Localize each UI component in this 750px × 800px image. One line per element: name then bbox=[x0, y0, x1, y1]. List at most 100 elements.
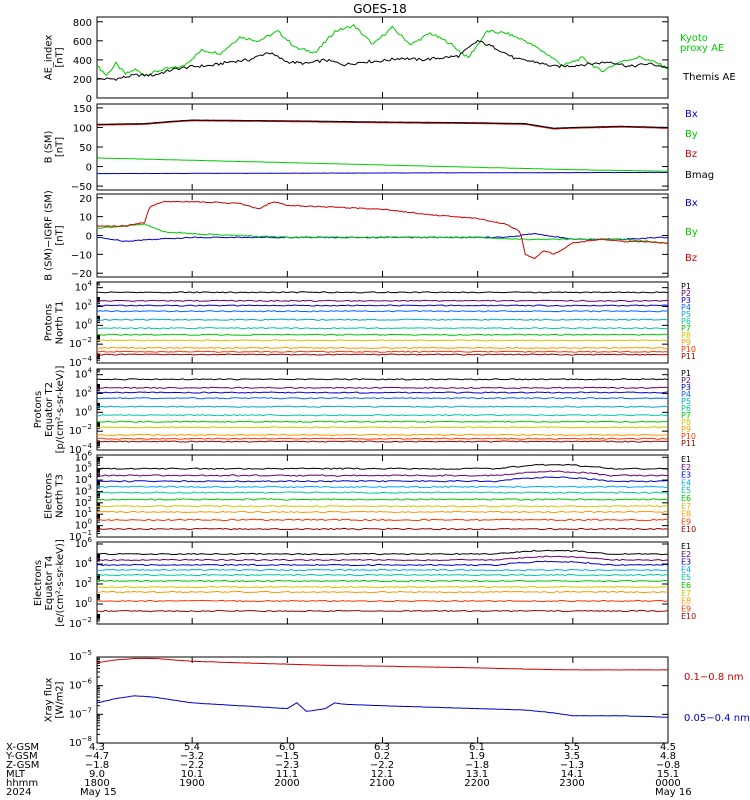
legend-p11: P11 bbox=[681, 352, 696, 361]
y-tick-exponent: 6 bbox=[88, 449, 93, 457]
y-tick-exponent: −4 bbox=[82, 442, 93, 450]
series-line-p8 bbox=[96, 426, 669, 429]
series-line-p5 bbox=[96, 405, 669, 408]
series-line-p10 bbox=[97, 350, 669, 353]
series-line-p3 bbox=[97, 391, 669, 394]
y-axis-label: Electrons bbox=[44, 473, 55, 519]
legend-p1: P1 bbox=[681, 282, 691, 291]
x-axis-value: −1.3 bbox=[560, 760, 584, 771]
x-axis-value: 13.1 bbox=[466, 769, 488, 780]
y-tick-exponent: −6 bbox=[82, 678, 93, 686]
y-axis-label: North T1 bbox=[55, 301, 66, 345]
y-tick-exponent: −5 bbox=[82, 649, 92, 657]
y-tick-exponent: 0 bbox=[88, 404, 92, 412]
legend-p5: P5 bbox=[681, 397, 691, 406]
x-axis-value: May 16 bbox=[655, 787, 692, 798]
y-axis-label: B (SM)−IGRF (SM) bbox=[44, 190, 55, 281]
y-tick-exponent: 3 bbox=[88, 483, 92, 491]
legend-p9: P9 bbox=[681, 338, 691, 347]
y-tick-label: 200 bbox=[73, 75, 92, 86]
y-tick-label: 100 bbox=[75, 404, 92, 418]
legend-p7: P7 bbox=[681, 324, 691, 333]
y-tick-exponent: 2 bbox=[88, 576, 92, 584]
y-tick-exponent: 2 bbox=[88, 385, 92, 393]
panel-bigrf: −20 −10 0 10 20 B (SM)−IGRF (SM) [nT] Bx By Bz bbox=[44, 190, 698, 281]
legend-p8: P8 bbox=[681, 331, 691, 340]
series-line-p4 bbox=[96, 310, 669, 313]
x-axis-value: −1.8 bbox=[465, 760, 489, 771]
x-axis-value: 0.2 bbox=[374, 751, 390, 762]
y-tick-label: 50 bbox=[79, 143, 92, 154]
y-tick-exponent: 2 bbox=[88, 298, 92, 306]
x-axis-value: 9.0 bbox=[89, 769, 105, 780]
series-line-e9 bbox=[96, 518, 669, 522]
y-tick-label: 20 bbox=[79, 194, 92, 205]
series-line-p5 bbox=[96, 318, 669, 321]
y-tick-exponent: 4 bbox=[88, 280, 93, 288]
x-axis-value: 5.4 bbox=[184, 742, 200, 753]
legend-e10: E10 bbox=[681, 525, 696, 534]
series-line-e4 bbox=[96, 485, 669, 489]
series-line-p9 bbox=[96, 433, 669, 437]
legend-bz: Bz bbox=[685, 253, 697, 264]
legend-p3: P3 bbox=[681, 383, 691, 392]
y-axis-label: AE_index bbox=[44, 35, 55, 81]
series-line-p7 bbox=[96, 420, 669, 423]
x-axis-value: 0000 bbox=[655, 778, 680, 789]
y-tick-label: 10 bbox=[79, 213, 92, 224]
panel-frame bbox=[96, 281, 669, 364]
x-axis-value: 12.1 bbox=[371, 769, 393, 780]
legend-themis-ae: Themis AE bbox=[682, 72, 736, 83]
y-tick-label: 100 bbox=[73, 123, 92, 134]
legend-e1: E1 bbox=[681, 542, 691, 551]
x-axis-row-label: X-GSM bbox=[6, 742, 39, 753]
y-tick-exponent: −4 bbox=[82, 355, 93, 363]
legend-e8: E8 bbox=[681, 510, 691, 519]
x-axis-value: −2.2 bbox=[180, 760, 204, 771]
x-axis-value: −2.2 bbox=[370, 760, 394, 771]
legend-p1: P1 bbox=[681, 369, 691, 378]
legend-e5: E5 bbox=[681, 486, 691, 495]
y-tick-exponent: −7 bbox=[82, 706, 92, 714]
x-axis-value: 1800 bbox=[84, 778, 109, 789]
series-line-e1 bbox=[96, 549, 669, 556]
y-tick-exponent: 2 bbox=[88, 495, 92, 503]
legend-by: By bbox=[685, 227, 698, 238]
series-line-p10 bbox=[97, 437, 669, 440]
series-line-e10 bbox=[96, 527, 669, 531]
legend-e3: E3 bbox=[681, 558, 691, 567]
legend-p2: P2 bbox=[681, 376, 691, 385]
x-axis-value: 11.1 bbox=[276, 769, 298, 780]
legend-e10: E10 bbox=[681, 612, 696, 621]
x-axis-value: −3.2 bbox=[180, 751, 204, 762]
x-axis-value: 10.1 bbox=[181, 769, 203, 780]
x-axis-value: −0.8 bbox=[656, 760, 680, 771]
x-axis-value: 2200 bbox=[464, 778, 489, 789]
legend-e8: E8 bbox=[681, 597, 691, 606]
series-line-p1 bbox=[96, 378, 669, 381]
series-line-bz bbox=[96, 120, 668, 130]
x-axis-value: 6.0 bbox=[279, 742, 295, 753]
legend-p4: P4 bbox=[681, 303, 691, 312]
panel-frame bbox=[96, 454, 669, 538]
y-tick-label: 600 bbox=[73, 37, 92, 48]
y-tick-exponent: 4 bbox=[88, 556, 93, 564]
legend-p10: P10 bbox=[681, 345, 696, 354]
x-axis-row-label: Z-GSM bbox=[6, 760, 39, 771]
y-tick-label: −20 bbox=[71, 269, 92, 280]
y-axis-label: [e/(cm²-s-sr-keV)] bbox=[55, 539, 66, 627]
legend-e3: E3 bbox=[681, 471, 691, 480]
y-axis-label: Protons bbox=[44, 304, 55, 341]
series-line-p3 bbox=[96, 304, 669, 307]
y-tick-label: 104 bbox=[75, 280, 93, 294]
legend-p8: P8 bbox=[681, 418, 691, 427]
series-line-e7 bbox=[96, 585, 668, 589]
legend-e2: E2 bbox=[681, 463, 691, 472]
legend-e6: E6 bbox=[681, 581, 691, 590]
y-tick-label: 0 bbox=[86, 163, 92, 174]
y-tick-exponent: 4 bbox=[88, 367, 93, 375]
y-tick-label: 400 bbox=[73, 56, 92, 67]
legend-short-xray: 0.05−0.4 nm bbox=[684, 713, 750, 724]
y-tick-label: 100 bbox=[75, 317, 92, 331]
